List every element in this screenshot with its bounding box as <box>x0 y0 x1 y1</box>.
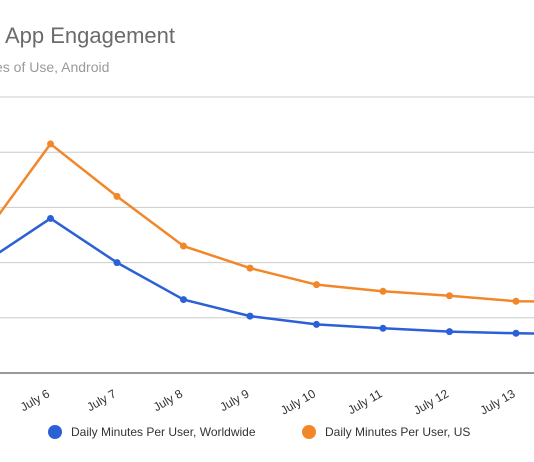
data-point <box>313 281 320 289</box>
data-point <box>313 320 320 328</box>
data-point <box>47 214 54 222</box>
x-tick-label: July 10 <box>278 386 318 417</box>
data-point <box>180 296 187 304</box>
chart-subtitle: es of Use, Android <box>0 59 109 75</box>
legend-marker <box>48 425 62 439</box>
x-tick-label: July 13 <box>478 386 518 417</box>
legend-label: Daily Minutes Per User, US <box>325 425 470 439</box>
data-point <box>113 192 121 200</box>
x-tick-label: July 6 <box>18 386 52 414</box>
series-line <box>0 142 534 303</box>
x-tick-label: July 11 <box>345 386 384 417</box>
x-tick-label: July 9 <box>217 386 251 414</box>
series-lines <box>0 140 534 337</box>
data-point <box>180 242 187 250</box>
legend-label: Daily Minutes Per User, Worldwide <box>71 425 256 439</box>
legend-marker <box>302 425 316 439</box>
series-line <box>0 217 534 335</box>
x-tick-label: July 7 <box>84 386 118 414</box>
data-point <box>379 324 387 332</box>
data-point <box>379 287 387 295</box>
data-point <box>246 312 254 320</box>
data-point <box>47 140 54 148</box>
data-point <box>246 264 254 272</box>
data-point <box>446 292 453 300</box>
x-axis-ticks: July 6 July 7 July 8 July 9 July 10 July 11 Ju… <box>18 386 518 417</box>
data-point <box>512 329 520 337</box>
data-point <box>446 328 453 336</box>
data-point <box>512 297 520 305</box>
x-tick-label: July 8 <box>151 386 185 414</box>
chart-title: App Engagement <box>5 23 175 48</box>
data-point <box>113 259 121 267</box>
legend: Daily Minutes Per User, Worldwide Daily M… <box>48 425 470 439</box>
x-tick-label: July 12 <box>411 386 451 417</box>
gridlines <box>0 96 534 374</box>
